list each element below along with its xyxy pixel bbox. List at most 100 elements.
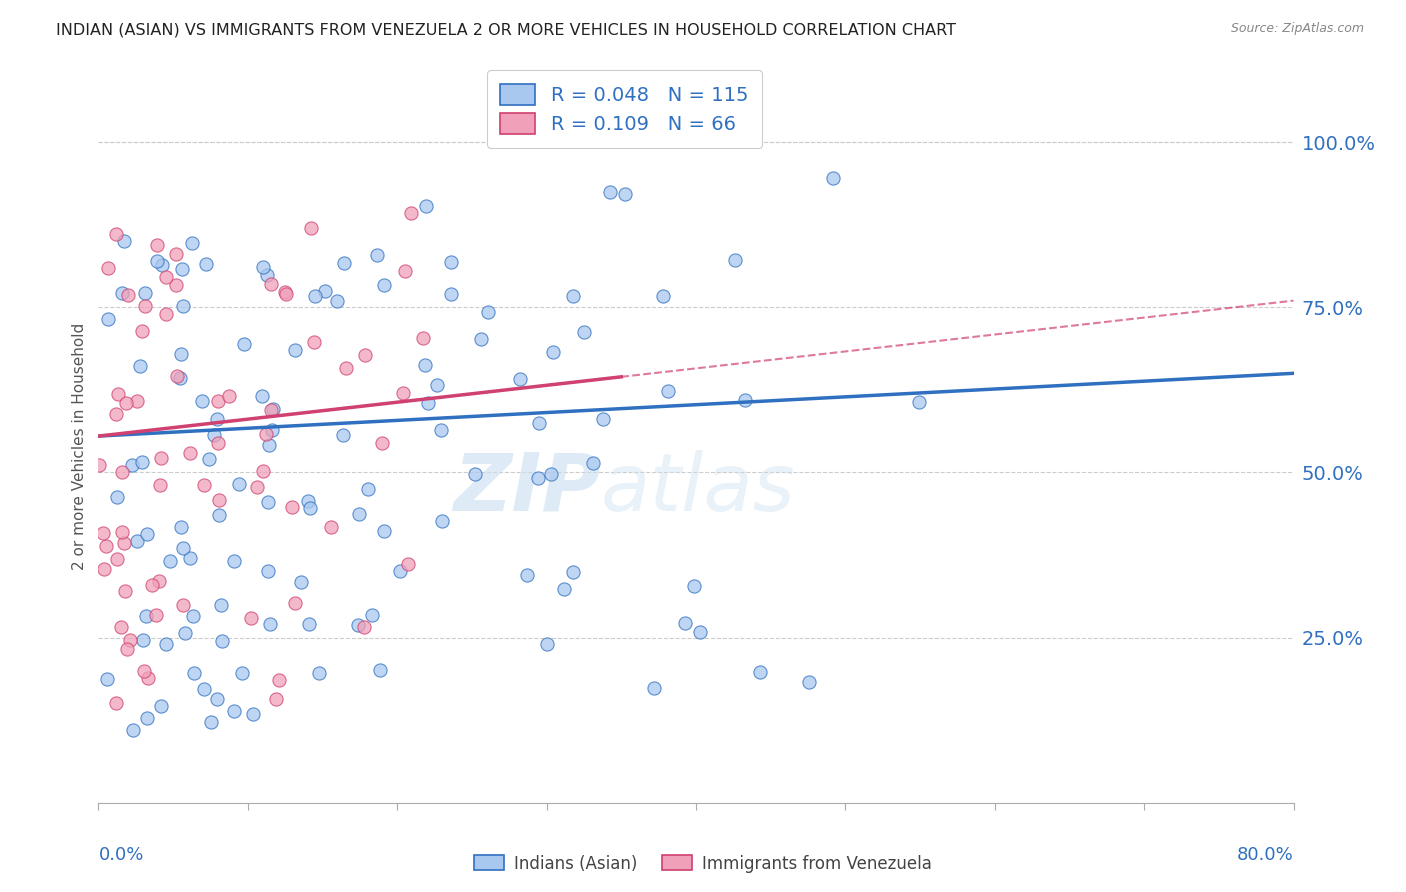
Point [297,494,319,508]
Point [209,598,232,612]
Point [269,673,291,687]
Point [413,358,436,372]
Point [274,286,297,301]
Point [183,666,205,681]
Point [273,285,295,300]
Point [360,607,382,622]
Point [284,343,307,358]
Point [195,257,218,271]
Point [284,596,307,610]
Point [477,304,499,318]
Point [298,501,321,516]
Text: ZIP: ZIP [453,450,600,528]
Text: atlas: atlas [600,450,796,528]
Point [193,681,215,696]
Point [366,248,388,262]
Point [138,672,160,686]
Point [373,524,395,539]
Point [207,436,229,450]
Point [347,507,370,521]
Point [89,458,111,473]
Point [135,711,157,725]
Point [159,554,181,568]
Point [121,458,143,472]
Point [150,259,173,273]
Point [749,665,772,679]
Point [527,471,550,485]
Point [592,411,614,425]
Point [536,638,558,652]
Point [332,428,354,442]
Point [262,401,284,416]
Point [181,608,204,623]
Point [202,428,225,442]
Point [516,567,538,582]
Point [122,723,145,737]
Point [314,285,336,299]
Point [96,539,118,553]
Point [326,294,349,309]
Point [149,698,172,713]
Point [149,478,172,492]
Point [170,261,193,276]
Point [172,598,194,612]
Point [135,527,157,541]
Point [335,360,357,375]
Point [115,642,138,657]
Point [394,263,416,277]
Point [105,408,128,422]
Point [734,392,756,407]
Point [111,286,134,301]
Point [131,324,153,338]
Y-axis label: 2 or more Vehicles in Household: 2 or more Vehicles in Household [72,322,87,570]
Point [134,299,156,313]
Point [347,618,370,632]
Point [105,552,128,566]
Point [165,247,187,261]
Point [254,427,277,442]
Point [308,666,330,681]
Point [657,384,679,398]
Point [553,582,575,596]
Point [332,255,354,269]
Point [561,289,583,303]
Point [105,491,128,505]
Point [145,254,167,268]
Point [146,238,169,252]
Text: Source: ZipAtlas.com: Source: ZipAtlas.com [1230,22,1364,36]
Point [231,665,253,680]
Point [440,255,463,269]
Point [368,663,391,677]
Point [353,348,375,362]
Point [257,438,280,452]
Point [112,234,135,248]
Point [132,633,155,648]
Point [281,500,304,515]
Point [259,617,281,632]
Point [169,370,191,384]
Point [172,299,194,313]
Point [388,564,411,578]
Point [260,403,283,417]
Point [115,396,138,410]
Point [724,253,747,268]
Point [150,450,173,465]
Point [112,536,135,550]
Point [440,287,463,301]
Point [527,417,550,431]
Point [651,288,673,302]
Point [256,268,278,283]
Point [120,633,142,648]
Point [208,492,231,507]
Point [908,395,931,409]
Point [148,574,170,588]
Point [246,480,269,494]
Point [304,289,326,303]
Point [643,681,665,696]
Point [599,185,621,199]
Point [682,579,704,593]
Point [207,393,229,408]
Point [174,626,197,640]
Point [211,634,233,648]
Point [135,608,157,623]
